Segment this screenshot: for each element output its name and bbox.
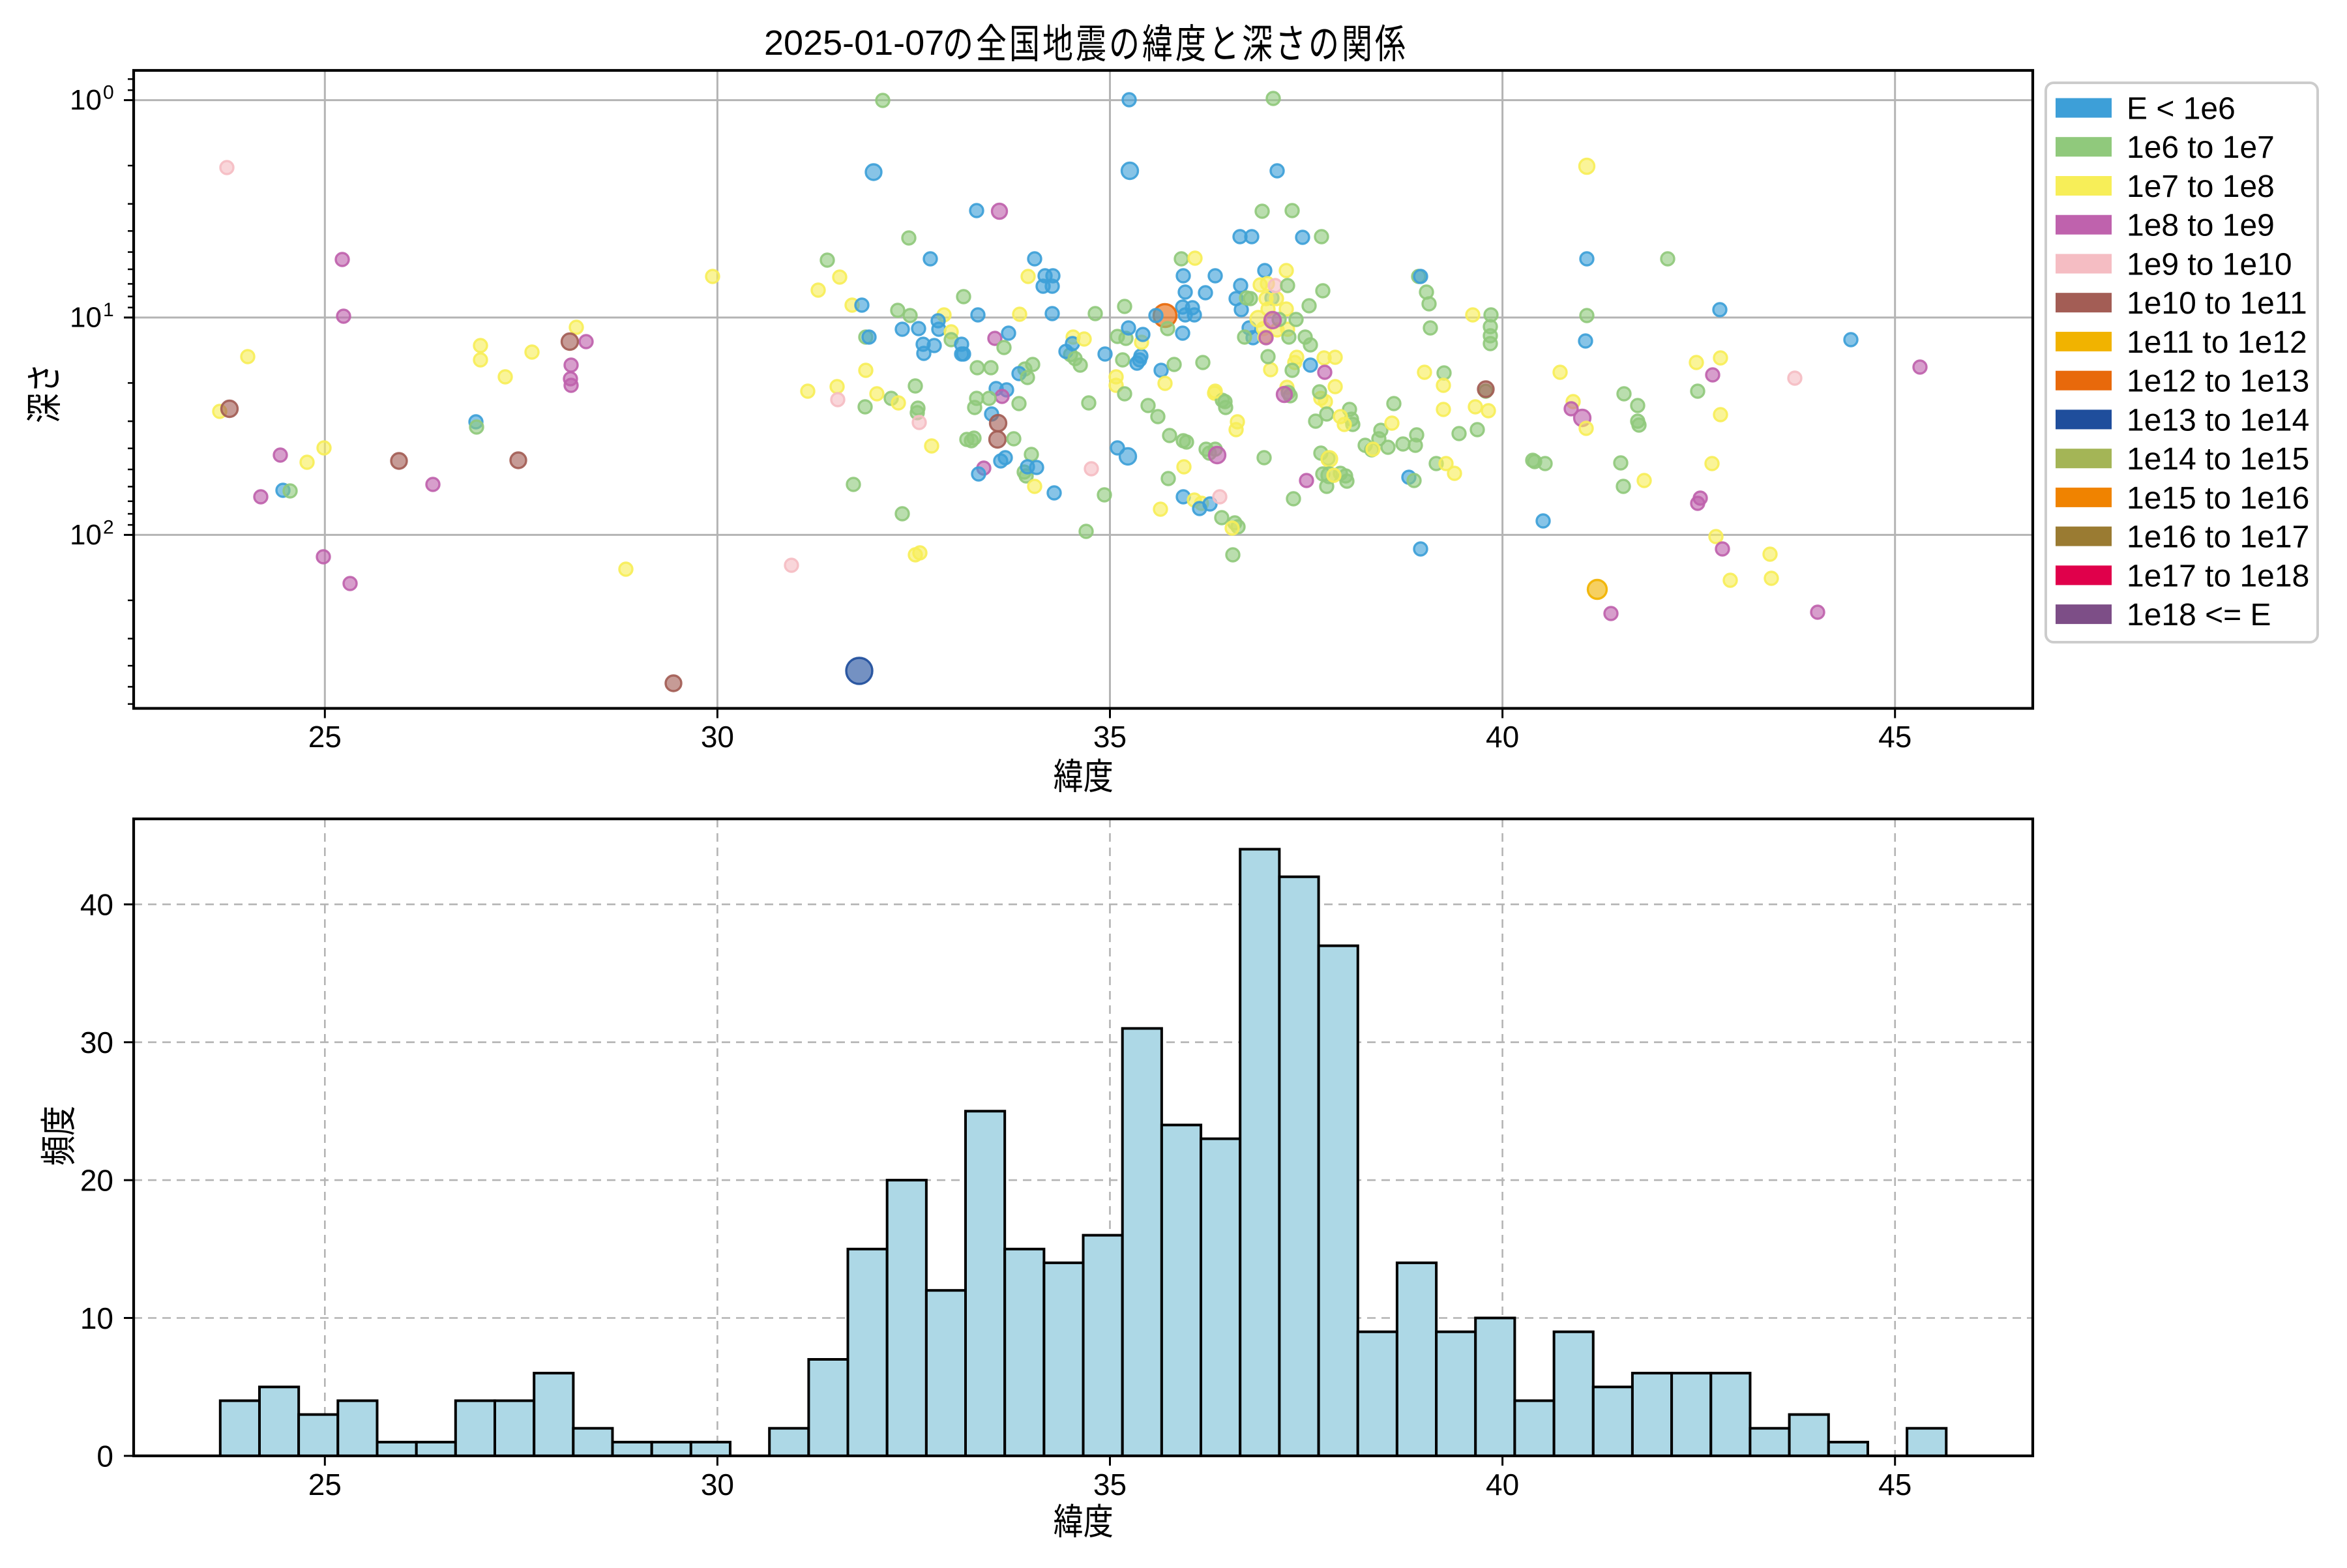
svg-text:10: 10 <box>70 519 102 551</box>
svg-text:1e10 to 1e11: 1e10 to 1e11 <box>2127 286 2307 321</box>
svg-text:1e15 to 1e16: 1e15 to 1e16 <box>2127 481 2309 516</box>
svg-text:30: 30 <box>701 720 734 754</box>
svg-text:1e12 to 1e13: 1e12 to 1e13 <box>2127 364 2309 399</box>
svg-text:45: 45 <box>1878 1468 1912 1501</box>
svg-text:20: 20 <box>80 1164 113 1198</box>
svg-text:35: 35 <box>1093 1468 1127 1501</box>
svg-text:2025-01-07: 2025-01-07 <box>764 23 944 63</box>
svg-text:1e8 to 1e9: 1e8 to 1e9 <box>2127 209 2275 243</box>
svg-text:1e18 <= E: 1e18 <= E <box>2127 598 2271 632</box>
svg-text:25: 25 <box>308 720 342 754</box>
svg-text:25: 25 <box>308 1468 342 1501</box>
svg-text:40: 40 <box>1486 720 1519 754</box>
svg-text:1e17 to 1e18: 1e17 to 1e18 <box>2127 559 2309 593</box>
svg-text:0: 0 <box>96 1440 113 1473</box>
svg-text:2: 2 <box>103 516 114 538</box>
svg-text:1e14 to 1e15: 1e14 to 1e15 <box>2127 442 2309 477</box>
svg-text:40: 40 <box>80 888 113 922</box>
svg-text:40: 40 <box>1486 1468 1519 1501</box>
svg-text:35: 35 <box>1093 720 1127 754</box>
svg-text:1e6 to 1e7: 1e6 to 1e7 <box>2127 130 2275 165</box>
svg-text:1e16 to 1e17: 1e16 to 1e17 <box>2127 520 2309 555</box>
svg-text:E < 1e6: E < 1e6 <box>2127 92 2236 126</box>
svg-text:10: 10 <box>80 1301 113 1335</box>
svg-text:45: 45 <box>1878 720 1912 754</box>
svg-text:1e9 to 1e10: 1e9 to 1e10 <box>2127 248 2292 282</box>
svg-text:1e11 to 1e12: 1e11 to 1e12 <box>2127 325 2307 360</box>
svg-text:10: 10 <box>70 84 102 116</box>
svg-text:0: 0 <box>103 82 114 104</box>
svg-text:1: 1 <box>103 299 114 321</box>
svg-text:30: 30 <box>701 1468 734 1501</box>
svg-text:1e7 to 1e8: 1e7 to 1e8 <box>2127 170 2275 204</box>
svg-text:1e13 to 1e14: 1e13 to 1e14 <box>2127 403 2309 437</box>
svg-text:10: 10 <box>70 302 102 334</box>
svg-text:30: 30 <box>80 1026 113 1059</box>
